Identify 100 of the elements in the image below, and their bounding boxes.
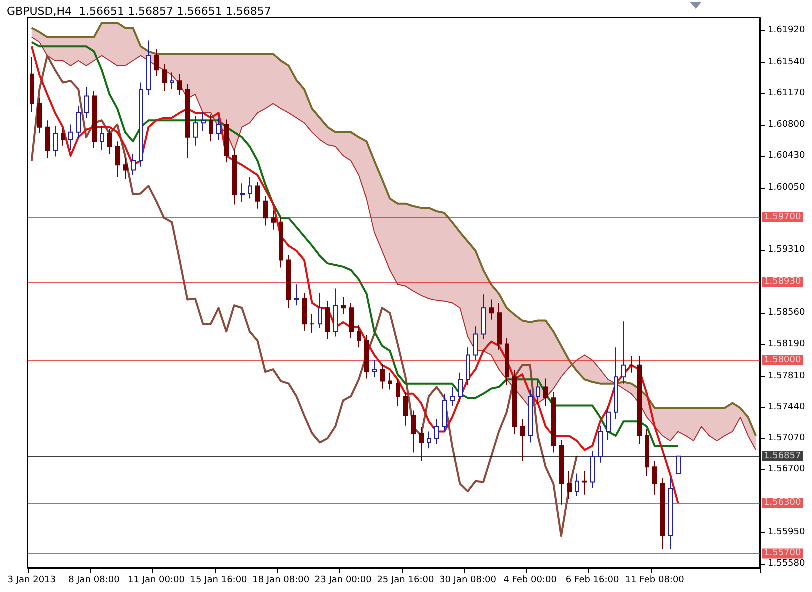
x-tick-label: 11 Jan 00:00 xyxy=(128,576,186,586)
candlestick xyxy=(302,292,307,332)
candlestick xyxy=(209,114,213,142)
candlestick xyxy=(201,112,206,132)
y-tick-label: 1.59310 xyxy=(768,245,806,256)
candlestick xyxy=(598,425,603,464)
candlestick xyxy=(131,154,136,176)
line-series xyxy=(30,54,578,538)
candlestick xyxy=(497,302,502,351)
candlestick xyxy=(652,460,657,496)
x-tick-label: 15 Jan 16:00 xyxy=(190,576,248,586)
candlestick xyxy=(107,128,112,155)
y-tick-label: 1.58560 xyxy=(768,308,806,318)
candlestick xyxy=(489,299,494,320)
candlestick xyxy=(30,57,34,113)
candlestick xyxy=(372,360,377,378)
candlestick xyxy=(364,334,369,380)
candlestick xyxy=(473,326,478,361)
candlestick xyxy=(216,118,221,140)
chart-title: GBPUSD,H4 1.56651 1.56857 1.56651 1.56857 xyxy=(7,5,272,18)
candlestick xyxy=(279,216,283,268)
x-tick-label: 3 Jan 2013 xyxy=(8,576,56,586)
candlestick xyxy=(68,124,73,151)
y-tick-label: 1.55950 xyxy=(768,528,806,538)
candlestick xyxy=(676,456,681,474)
candlestick xyxy=(232,150,237,206)
candlestick xyxy=(450,386,455,408)
y-tick-label: 1.60050 xyxy=(768,182,806,193)
candlestick xyxy=(388,372,392,390)
candlestick xyxy=(193,116,198,146)
candlestick xyxy=(411,410,416,454)
candlestick xyxy=(146,40,151,96)
candlestick xyxy=(520,418,525,462)
candlestick xyxy=(240,183,245,203)
candlestick xyxy=(590,450,595,489)
candlestick xyxy=(357,324,361,348)
candlestick xyxy=(185,84,190,159)
candlestick xyxy=(567,470,572,500)
candlestick xyxy=(37,97,42,134)
candlestick xyxy=(100,126,104,151)
candlestick xyxy=(396,378,400,408)
x-tick-label: 8 Jan 08:00 xyxy=(68,576,120,586)
x-tick-label: 30 Jan 08:00 xyxy=(439,576,497,586)
candlestick xyxy=(582,470,587,496)
candlestick xyxy=(271,210,276,230)
x-tick-label: 23 Jan 00:00 xyxy=(314,576,372,586)
candlestick xyxy=(310,314,315,334)
candlestick xyxy=(325,300,330,340)
y-tick-label: 1.61920 xyxy=(768,26,806,36)
candlestick xyxy=(123,158,128,180)
candlestick xyxy=(419,427,424,462)
x-tick-label: 6 Feb 16:00 xyxy=(566,576,620,586)
candlestick xyxy=(621,321,626,384)
y-tick-label: 1.56700 xyxy=(768,464,806,475)
candlestick xyxy=(559,440,564,506)
candlestick xyxy=(177,74,182,96)
candlestick xyxy=(115,141,120,178)
candlestick xyxy=(668,478,673,550)
candlestick xyxy=(333,288,338,338)
candlestick xyxy=(248,176,252,200)
ref-line-label: 1.59700 xyxy=(764,212,802,222)
ref-line-label: 1.56300 xyxy=(764,498,802,508)
ref-line-label: 1.58930 xyxy=(764,277,802,288)
candlestick xyxy=(614,347,618,420)
candlestick xyxy=(536,380,540,405)
candlestick xyxy=(458,372,463,403)
candlestick xyxy=(427,431,431,450)
y-tick-label: 1.57810 xyxy=(768,371,806,382)
x-tick-label: 18 Jan 08:00 xyxy=(252,576,310,586)
candlestick xyxy=(528,389,533,444)
candlestick xyxy=(380,364,385,390)
y-tick-label: 1.61170 xyxy=(768,88,806,99)
candlestick xyxy=(286,254,291,309)
candlestick xyxy=(434,418,439,445)
candlestick xyxy=(263,196,268,226)
y-tick-label: 1.55580 xyxy=(768,558,806,569)
candlestick xyxy=(575,473,579,498)
ref-line-label: 1.58000 xyxy=(764,355,802,366)
candlestick xyxy=(349,302,354,339)
candlestick xyxy=(466,347,470,386)
candlestick xyxy=(505,338,509,386)
candlestick xyxy=(318,292,322,329)
y-tick-label: 1.57440 xyxy=(768,402,806,412)
ref-line-label: 1.55700 xyxy=(764,548,802,559)
candlestick xyxy=(637,356,642,445)
candlestick xyxy=(162,64,167,92)
candlestick xyxy=(76,106,81,139)
candlestick xyxy=(551,392,556,454)
ref-line-label: 1.56857 xyxy=(764,451,802,462)
candlestick xyxy=(255,181,260,210)
y-tick-label: 1.57070 xyxy=(768,433,806,444)
x-tick-label: 4 Feb 00:00 xyxy=(504,576,558,586)
candlestick xyxy=(170,72,174,90)
candlestick xyxy=(224,119,229,164)
candlestick xyxy=(645,428,649,477)
candlestick xyxy=(53,126,58,158)
candlestick xyxy=(92,90,97,149)
y-tick-label: 1.60430 xyxy=(768,150,806,161)
candlestick xyxy=(629,356,634,374)
candlestick xyxy=(606,406,611,441)
